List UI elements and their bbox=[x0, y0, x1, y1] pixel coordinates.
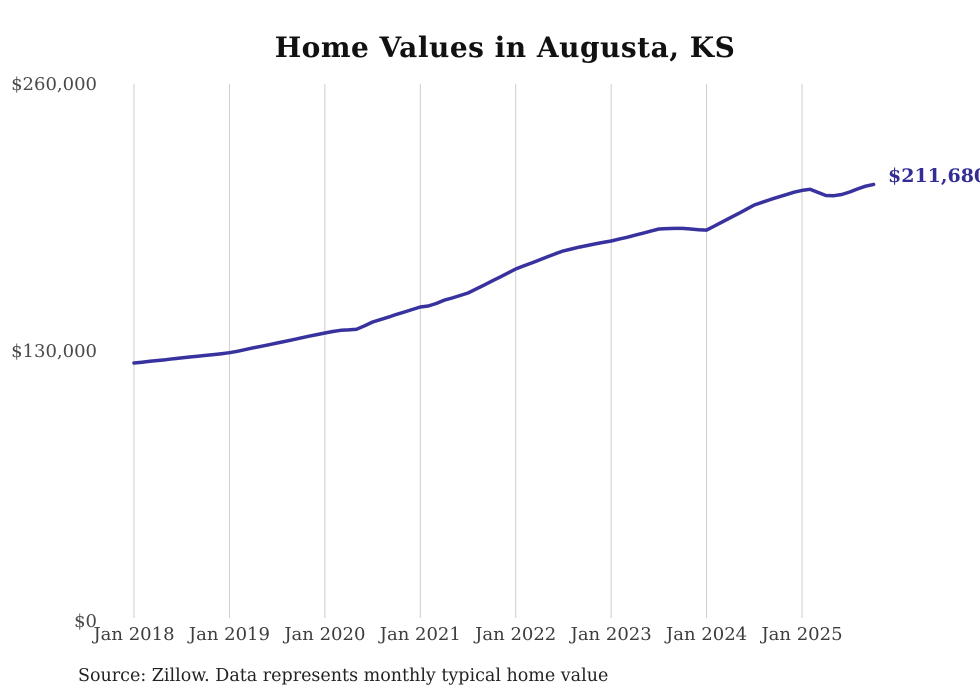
end-value-label: $211,680 bbox=[888, 165, 980, 187]
value-line bbox=[132, 182, 876, 365]
y-tick-0: $0 bbox=[74, 611, 97, 632]
page-title: Home Values in Augusta, KS bbox=[274, 31, 736, 64]
x-tick-jan-2019: Jan 2019 bbox=[188, 624, 270, 645]
x-tick-jan-2018: Jan 2018 bbox=[93, 624, 175, 645]
y-tick-130000: $130,000 bbox=[11, 341, 97, 362]
x-tick-jan-2024: Jan 2024 bbox=[666, 624, 748, 645]
y-tick-260000: $260,000 bbox=[11, 74, 97, 95]
x-tick-jan-2025: Jan 2025 bbox=[761, 624, 843, 645]
x-tick-jan-2023: Jan 2023 bbox=[570, 624, 652, 645]
source-note: Source: Zillow. Data represents monthly … bbox=[78, 666, 609, 686]
gridline-group bbox=[133, 84, 803, 618]
x-tick-jan-2020: Jan 2020 bbox=[284, 624, 366, 645]
x-tick-jan-2021: Jan 2021 bbox=[379, 624, 461, 645]
x-tick-jan-2022: Jan 2022 bbox=[475, 624, 557, 645]
